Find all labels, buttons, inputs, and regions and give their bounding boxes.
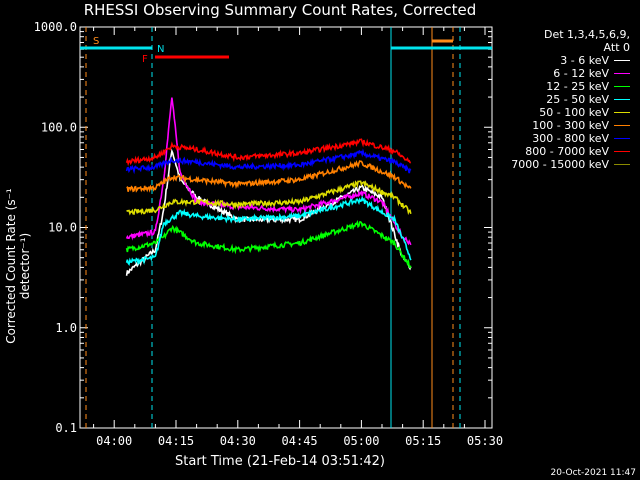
legend-item: 12 - 25 keV: [478, 80, 630, 93]
chart-title: RHESSI Observing Summary Count Rates, Co…: [83, 1, 477, 19]
legend: Det 1,3,4,5,6,9, Att 0 3 - 6 keV 6 - 12 k…: [478, 28, 630, 171]
plot-frame: [79, 26, 493, 429]
legend-swatch: [614, 125, 630, 126]
legend-header-1: Det 1,3,4,5,6,9,: [543, 28, 630, 41]
legend-item: 300 - 800 keV: [478, 132, 630, 145]
legend-swatch: [614, 99, 630, 100]
legend-label: 7000 - 15000 keV: [511, 158, 609, 171]
legend-swatch: [614, 60, 630, 61]
legend-item: 3 - 6 keV: [478, 54, 630, 67]
series-line-5: [126, 159, 412, 193]
series-line-2: [125, 219, 412, 269]
legend-swatch: [614, 151, 630, 152]
x-tick-label: 04:00: [96, 434, 132, 448]
legend-label: 25 - 50 keV: [546, 93, 609, 106]
x-tick-label: 04:30: [220, 434, 256, 448]
footer-timestamp: 20-Oct-2021 11:47: [550, 468, 636, 478]
x-tick-label: 04:45: [282, 434, 318, 448]
y-tick-label: 100.0: [41, 120, 77, 134]
legend-label: 50 - 100 keV: [539, 106, 609, 119]
series-line-1: [125, 97, 412, 246]
legend-header-2: Att 0: [603, 41, 630, 54]
night-label: N: [157, 44, 164, 55]
x-tick-label: 05:30: [467, 434, 503, 448]
y-tick-label: 1.0: [55, 321, 77, 335]
legend-item: 50 - 100 keV: [478, 106, 630, 119]
legend-label: 3 - 6 keV: [560, 54, 609, 67]
x-tick-label: 05:00: [343, 434, 379, 448]
legend-label: 6 - 12 keV: [553, 67, 609, 80]
series-line-0: [125, 148, 412, 276]
saa-label: S: [93, 36, 99, 47]
legend-label: 100 - 300 keV: [532, 119, 609, 132]
series-line-7: [125, 138, 411, 167]
legend-swatch: [614, 86, 630, 87]
y-tick-label: 10.0: [48, 221, 77, 235]
y-tick-label: 0.1: [55, 421, 77, 435]
y-axis-title: Corrected Count Rate (s⁻¹ detector⁻¹): [4, 188, 32, 344]
flare-label: F: [142, 54, 148, 65]
legend-swatch: [614, 112, 630, 113]
x-axis-title: Start Time (21-Feb-14 03:51:42): [175, 454, 385, 469]
y-tick-label: 1000.0: [34, 20, 77, 34]
legend-item: 7000 - 15000 keV: [478, 158, 630, 171]
legend-label: 300 - 800 keV: [532, 132, 609, 145]
legend-item: 800 - 7000 keV: [478, 145, 630, 158]
legend-label: 12 - 25 keV: [546, 80, 609, 93]
series-line-3: [125, 195, 412, 267]
legend-item: 6 - 12 keV: [478, 67, 630, 80]
legend-label: 800 - 7000 keV: [525, 145, 609, 158]
legend-swatch: [614, 138, 630, 139]
legend-swatch: [614, 164, 630, 165]
x-tick-label: 04:15: [158, 434, 194, 448]
series-line-6: [125, 148, 412, 175]
series-line-4: [126, 180, 412, 216]
legend-item: 25 - 50 keV: [478, 93, 630, 106]
legend-swatch: [614, 73, 630, 74]
legend-item: 100 - 300 keV: [478, 119, 630, 132]
x-tick-label: 05:15: [405, 434, 441, 448]
